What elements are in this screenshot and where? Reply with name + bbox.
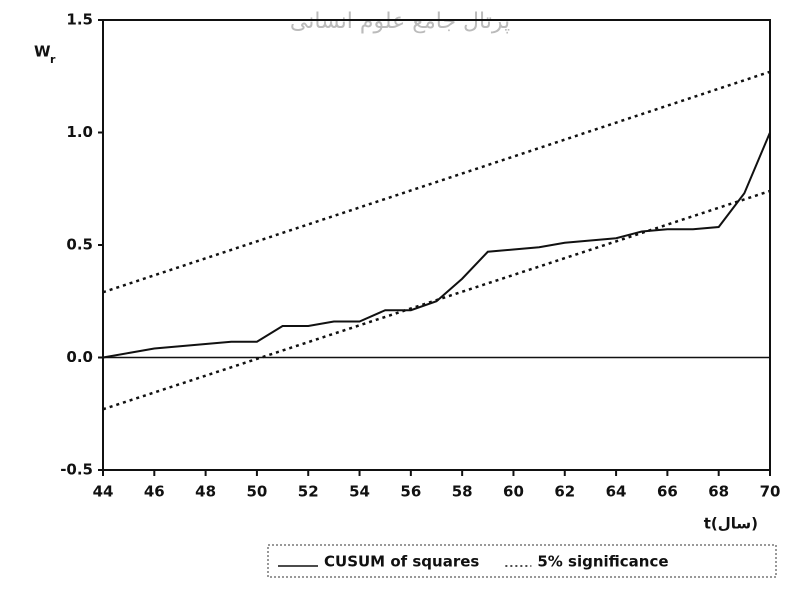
x-tick-label: 62 (554, 483, 575, 501)
x-tick-label: 44 (93, 483, 114, 501)
series-line (102, 70, 771, 294)
x-tick-label: 50 (246, 483, 267, 501)
y-tick-label: 0.5 (66, 236, 93, 254)
legend (267, 544, 777, 578)
x-tick-label: 70 (760, 483, 781, 501)
series-line (102, 189, 771, 411)
x-tick-label: 58 (452, 483, 473, 501)
x-tick-label: 52 (298, 483, 319, 501)
x-axis-label: t(سال) (704, 515, 758, 533)
y-tick-label: 1.0 (66, 123, 93, 141)
legend-label: 5% significance (537, 553, 668, 571)
x-tick-label: 54 (349, 483, 370, 501)
x-tick-label: 48 (195, 483, 216, 501)
y-tick-label: 1.5 (66, 11, 93, 29)
series-line (102, 132, 771, 359)
watermark: پرتال جامع علوم انسانی (290, 9, 510, 34)
y-axis-label: W (34, 43, 51, 61)
plot-frame (102, 19, 771, 471)
x-tick-label: 68 (708, 483, 729, 501)
legend-label: CUSUM of squares (324, 553, 479, 571)
y-axis-label-subscript: r (50, 53, 56, 66)
x-tick-label: 56 (400, 483, 421, 501)
x-tick-label: 64 (606, 483, 627, 501)
y-tick-label: -0.5 (60, 461, 93, 479)
x-tick-label: 60 (503, 483, 524, 501)
x-tick-label: 66 (657, 483, 678, 501)
y-tick-label: 0.0 (66, 348, 93, 366)
x-tick-label: 46 (144, 483, 165, 501)
